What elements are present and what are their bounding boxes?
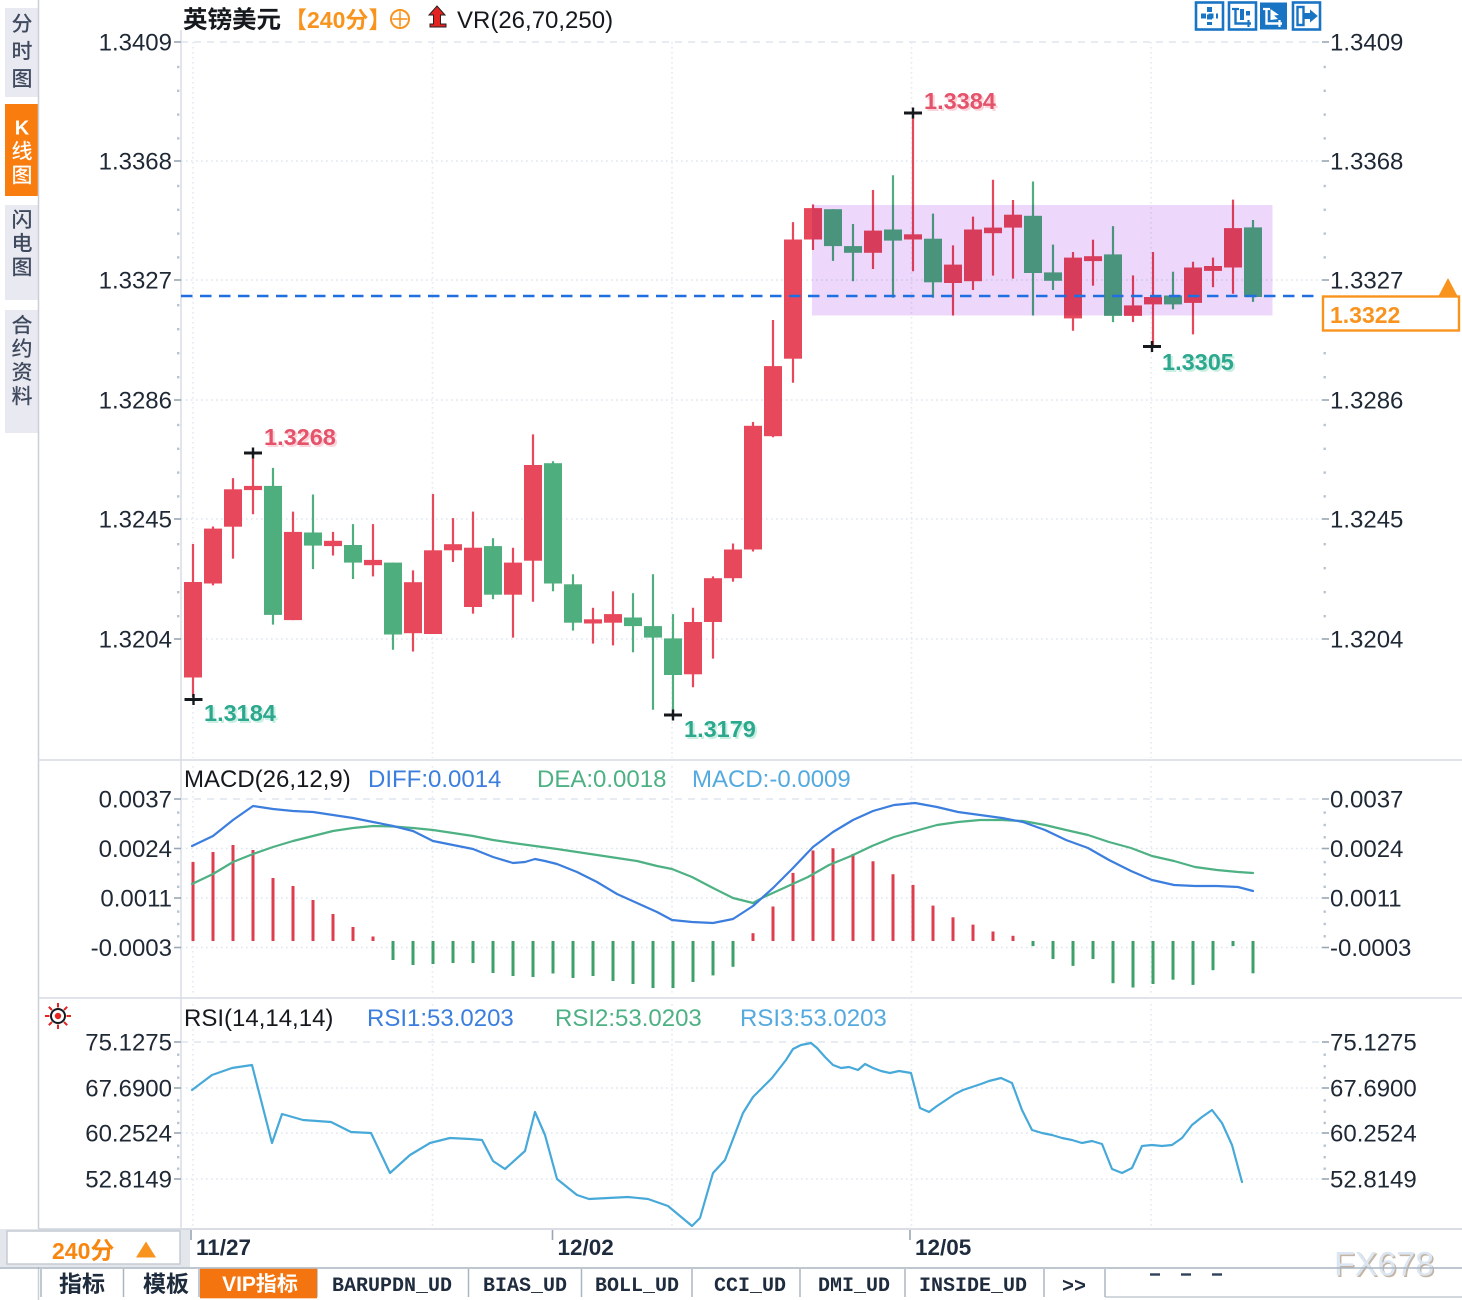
svg-text:75.1275: 75.1275 bbox=[1330, 1030, 1417, 1057]
svg-text:1.3322: 1.3322 bbox=[1330, 302, 1400, 328]
svg-text:1.3204: 1.3204 bbox=[1330, 627, 1403, 654]
svg-text:RSI1:53.0203: RSI1:53.0203 bbox=[367, 1005, 514, 1032]
svg-text:60.2524: 60.2524 bbox=[1330, 1121, 1417, 1148]
svg-text:I: I bbox=[236, 1273, 242, 1296]
svg-text:V: V bbox=[222, 1273, 236, 1296]
svg-text:FX678: FX678 bbox=[1336, 1247, 1436, 1285]
svg-text:52.8149: 52.8149 bbox=[1330, 1167, 1417, 1194]
svg-text:0.0011: 0.0011 bbox=[1330, 886, 1402, 913]
svg-text:MACD:-0.0009: MACD:-0.0009 bbox=[692, 766, 851, 793]
svg-text:-0.0003: -0.0003 bbox=[91, 935, 172, 962]
svg-text:DIFF:0.0014: DIFF:0.0014 bbox=[368, 766, 501, 793]
svg-text:1.3384: 1.3384 bbox=[926, 90, 998, 116]
svg-text:4: 4 bbox=[65, 1238, 78, 1264]
svg-text:BOLL_UD: BOLL_UD bbox=[595, 1275, 679, 1298]
svg-text:DMI_UD: DMI_UD bbox=[818, 1275, 890, 1298]
svg-text:1.3327: 1.3327 bbox=[99, 268, 172, 295]
svg-text:RSI3:53.0203: RSI3:53.0203 bbox=[740, 1005, 887, 1032]
svg-text:MACD(26,12,9): MACD(26,12,9) bbox=[184, 766, 351, 793]
svg-text:CCI_UD: CCI_UD bbox=[714, 1275, 786, 1298]
svg-text:BIAS_UD: BIAS_UD bbox=[483, 1275, 567, 1298]
svg-text:52.8149: 52.8149 bbox=[85, 1167, 172, 1194]
svg-text:K: K bbox=[15, 118, 30, 140]
svg-text:1.3245: 1.3245 bbox=[1330, 507, 1403, 534]
svg-text:RSI(14,14,14): RSI(14,14,14) bbox=[184, 1005, 333, 1032]
svg-text:0.0011: 0.0011 bbox=[100, 886, 172, 913]
svg-text:1.3245: 1.3245 bbox=[99, 507, 172, 534]
svg-text:1.3268: 1.3268 bbox=[264, 424, 336, 450]
svg-text:2: 2 bbox=[52, 1238, 65, 1264]
svg-text:RSI2:53.0203: RSI2:53.0203 bbox=[555, 1005, 702, 1032]
svg-text:67.6900: 67.6900 bbox=[85, 1076, 172, 1103]
svg-text:>>: >> bbox=[1062, 1276, 1086, 1299]
svg-text:P: P bbox=[242, 1273, 256, 1296]
svg-text:4: 4 bbox=[320, 7, 333, 33]
svg-text:0: 0 bbox=[78, 1238, 91, 1264]
svg-text:1.3286: 1.3286 bbox=[99, 388, 172, 415]
svg-text:60.2524: 60.2524 bbox=[85, 1121, 172, 1148]
svg-text:0.0037: 0.0037 bbox=[99, 787, 172, 814]
svg-text:1.3409: 1.3409 bbox=[99, 30, 172, 57]
svg-text:11/27: 11/27 bbox=[196, 1235, 251, 1260]
svg-text:67.6900: 67.6900 bbox=[1330, 1076, 1417, 1103]
svg-text:12/02: 12/02 bbox=[558, 1235, 614, 1260]
svg-text:DEA:0.0018: DEA:0.0018 bbox=[537, 766, 666, 793]
svg-text:0: 0 bbox=[333, 7, 346, 33]
svg-text:1.3368: 1.3368 bbox=[99, 149, 172, 176]
svg-text:1.3268: 1.3268 bbox=[266, 426, 338, 452]
svg-text:BARUPDN_UD: BARUPDN_UD bbox=[332, 1275, 452, 1298]
svg-text:VR(26,70,250): VR(26,70,250) bbox=[457, 7, 613, 34]
svg-text:1.3184: 1.3184 bbox=[206, 702, 278, 728]
svg-text:1.3327: 1.3327 bbox=[1330, 268, 1403, 295]
svg-text:12/05: 12/05 bbox=[915, 1235, 971, 1260]
svg-text:1.3384: 1.3384 bbox=[924, 88, 996, 114]
svg-text:INSIDE_UD: INSIDE_UD bbox=[919, 1275, 1027, 1298]
svg-text:1.3368: 1.3368 bbox=[1330, 149, 1403, 176]
svg-text:1.3305: 1.3305 bbox=[1162, 349, 1234, 375]
svg-text:2: 2 bbox=[307, 7, 320, 33]
svg-text:1.3286: 1.3286 bbox=[1330, 388, 1403, 415]
svg-text:1.3179: 1.3179 bbox=[686, 718, 758, 744]
svg-text:0.0024: 0.0024 bbox=[99, 836, 172, 863]
svg-text:1.3184: 1.3184 bbox=[204, 700, 276, 726]
svg-text:1.3179: 1.3179 bbox=[684, 716, 756, 742]
svg-text:FX678: FX678 bbox=[1334, 1246, 1434, 1284]
svg-text:1.3305: 1.3305 bbox=[1164, 351, 1236, 377]
svg-text:0.0024: 0.0024 bbox=[1330, 836, 1403, 863]
svg-text:0.0037: 0.0037 bbox=[1330, 787, 1403, 814]
svg-text:-0.0003: -0.0003 bbox=[1330, 935, 1411, 962]
svg-text:1.3409: 1.3409 bbox=[1330, 30, 1403, 57]
svg-text:75.1275: 75.1275 bbox=[85, 1030, 172, 1057]
svg-text:1.3204: 1.3204 bbox=[99, 627, 172, 654]
